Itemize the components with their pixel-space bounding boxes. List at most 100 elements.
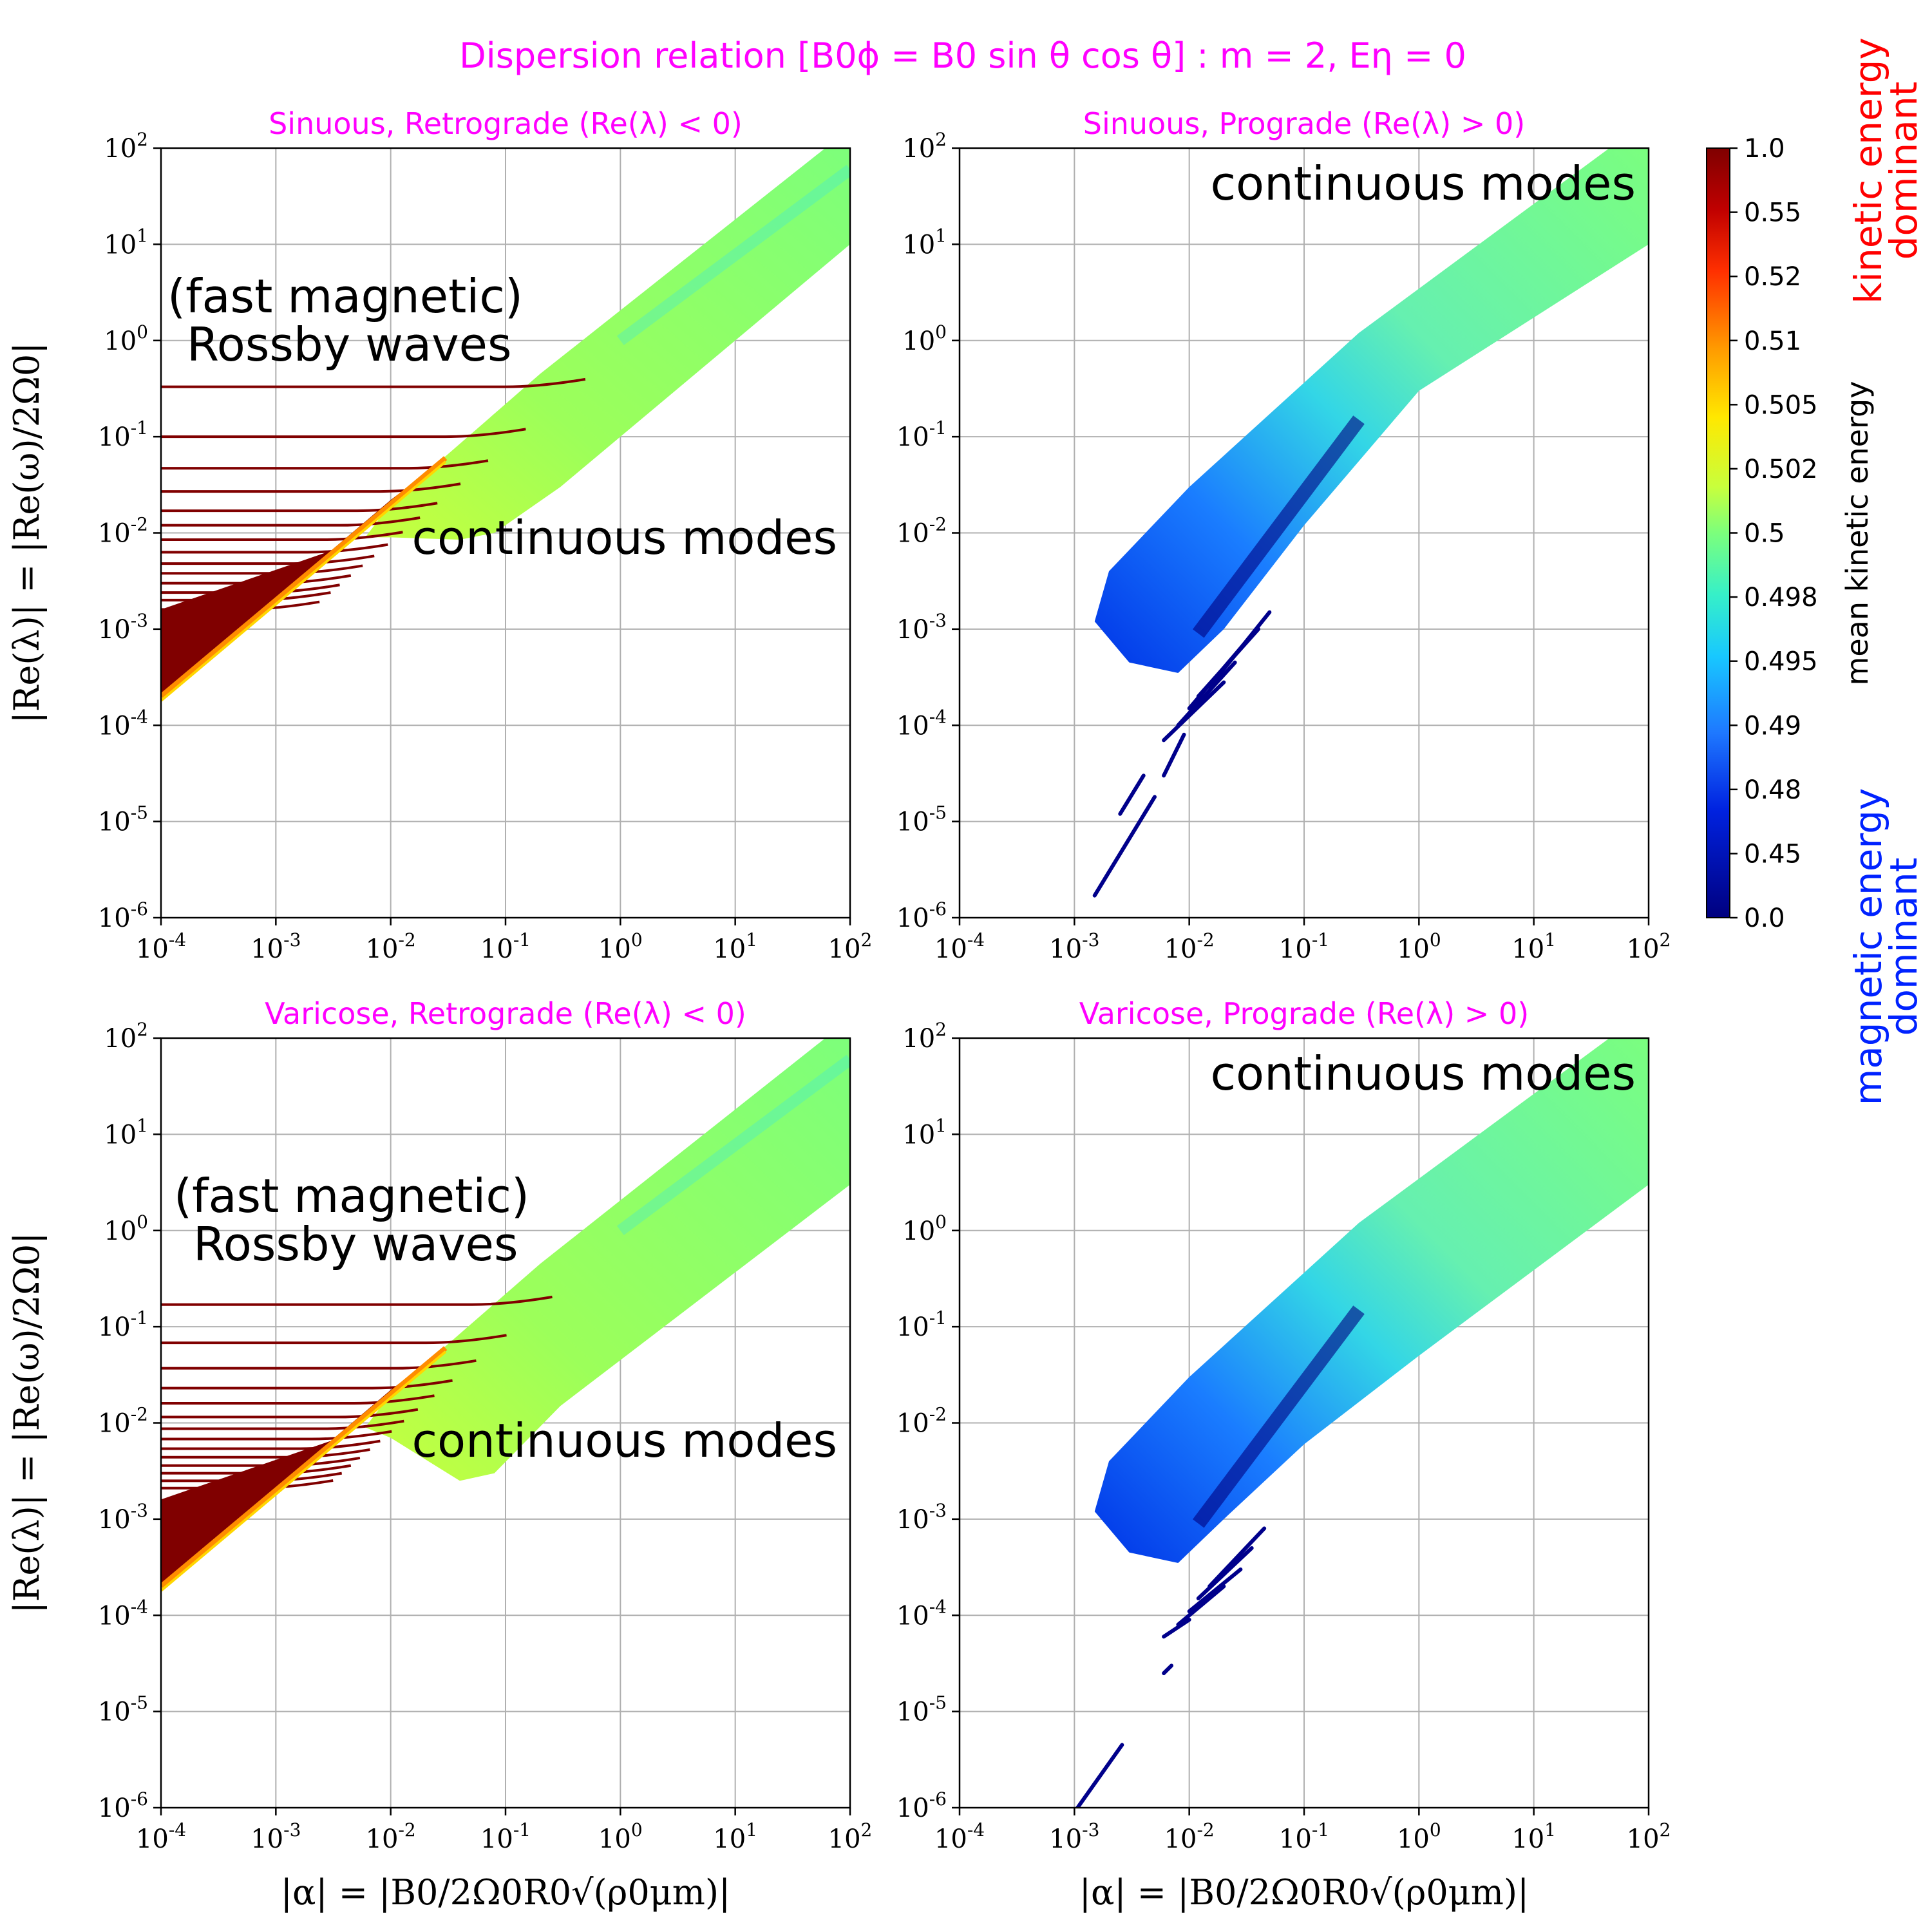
- colorbar-label: mean kinetic energy: [1840, 381, 1875, 686]
- y-tick-label: 10-2: [98, 1404, 148, 1439]
- axis-ticks: 10-4 10-3 10-2 10-1 100 101 102 10-6 10-5 10-4 10-…: [896, 129, 1671, 964]
- colorbar-top-label-line1: kinetic energy: [1846, 37, 1890, 303]
- colorbar-tick-label: 0.0: [1744, 904, 1785, 933]
- continuum-band: [365, 148, 850, 540]
- x-tick-label: 100: [598, 1819, 643, 1854]
- rossby-branch-line: [161, 554, 375, 565]
- x-tick-label: 100: [1397, 1819, 1441, 1854]
- annotation-fast-magnetic: (fast magnetic): [174, 1169, 529, 1223]
- rossby-branch-line: [161, 1439, 381, 1450]
- x-tick-label: 10-3: [251, 929, 301, 964]
- x-tick-label: 10-4: [136, 929, 186, 964]
- rossby-branch-line: [161, 377, 586, 388]
- x-tick-label: 100: [598, 929, 643, 964]
- x-tick-label: 10-2: [366, 1819, 416, 1854]
- plot-content: [161, 148, 850, 702]
- y-tick-label: 10-2: [98, 514, 148, 549]
- y-tick-label: 10-5: [98, 802, 148, 837]
- colorbar-tick-label: 0.502: [1744, 455, 1818, 484]
- annotation-continuous-modes: continuous modes: [1210, 156, 1636, 211]
- y-tick-label: 100: [104, 321, 148, 356]
- magnetic-branch-line: [1092, 795, 1157, 898]
- x-tick-label: 101: [713, 929, 757, 964]
- y-tick-label: 10-3: [896, 1500, 947, 1535]
- colorbar-tick-label: 0.52: [1744, 262, 1801, 292]
- x-axis-label: |α| = |B0/2Ω0R0√(ρ0μm)|: [1079, 1872, 1530, 1913]
- panel-3: 10-4 10-3 10-2 10-1 100 101 102 10-6 10-5 10-4 10-…: [6, 996, 872, 1913]
- y-tick-label: 101: [104, 1115, 148, 1150]
- axis-ticks: 10-4 10-3 10-2 10-1 100 101 102 10-6 10-5 10-4 10-…: [98, 1019, 873, 1854]
- colorbar-bottom-label-line1: magnetic energy: [1846, 788, 1890, 1106]
- panel-title: Varicose, Retrograde (Re(λ) < 0): [265, 996, 746, 1031]
- rossby-branch-line: [161, 1379, 453, 1390]
- colorbar-tick-label: 0.495: [1744, 647, 1818, 677]
- y-tick-label: 100: [902, 1211, 947, 1246]
- magnetic-branch-line: [1208, 1526, 1267, 1589]
- magnetic-ridge: [1192, 1305, 1365, 1528]
- plot-content: [1075, 1038, 1649, 1808]
- continuum-streak: [616, 1054, 850, 1235]
- y-axis-label: |Re(λ)| = |Re(ω)/2Ω0|: [6, 343, 47, 724]
- rossby-branch-line: [161, 1295, 553, 1306]
- magnetic-branch-line: [1176, 660, 1237, 728]
- y-tick-label: 101: [902, 225, 947, 260]
- y-tick-label: 10-5: [98, 1692, 148, 1727]
- y-tick-label: 10-2: [896, 1404, 947, 1439]
- colorbar-tick-label: 0.55: [1744, 198, 1801, 228]
- colorbar-tick-label: 0.51: [1744, 327, 1801, 356]
- annotations: continuous modes: [1210, 156, 1636, 211]
- rossby-branch-line: [161, 428, 526, 439]
- magnetic-branch-line: [1075, 1743, 1124, 1808]
- annotation-fast-magnetic: (fast magnetic): [167, 269, 523, 323]
- colorbar-top-label-line2: dominant: [1882, 82, 1926, 260]
- y-tick-label: 100: [104, 1211, 148, 1246]
- y-tick-label: 10-5: [896, 1692, 947, 1727]
- panel-title: Sinuous, Prograde (Re(λ) > 0): [1083, 106, 1525, 141]
- magnetic-branches: [1075, 1526, 1267, 1808]
- panels-group: 10-4 10-3 10-2 10-1 100 101 102 10-6 10-5 10-4 10-…: [6, 106, 1671, 1913]
- rossby-branch-line: [161, 1456, 361, 1467]
- panel-2: 10-4 10-3 10-2 10-1 100 101 102 10-6 10-5 10-4 10-…: [896, 106, 1671, 964]
- continuum-band: [365, 1038, 850, 1481]
- x-tick-label: 102: [828, 1819, 873, 1854]
- magnetic-branch-line: [1187, 1567, 1243, 1614]
- y-tick-label: 10-3: [98, 1500, 148, 1535]
- x-tick-label: 10-1: [1279, 929, 1329, 964]
- y-tick-label: 10-3: [98, 610, 148, 645]
- y-tick-label: 101: [104, 225, 148, 260]
- figure-title: Dispersion relation [B0ϕ = B0 sin θ cos …: [459, 35, 1466, 76]
- y-tick-label: 101: [902, 1115, 947, 1150]
- x-tick-label: 102: [1627, 929, 1671, 964]
- annotation-continuous-modes: continuous modes: [412, 1414, 837, 1468]
- colorbar-bottom-label-line2: dominant: [1882, 858, 1926, 1036]
- x-tick-label: 10-2: [1164, 1819, 1215, 1854]
- y-tick-label: 102: [902, 1019, 947, 1054]
- colorbar-tick-label: 0.5: [1744, 519, 1785, 549]
- x-tick-label: 10-2: [1164, 929, 1215, 964]
- rossby-branch-line: [161, 1394, 435, 1405]
- annotation-rossby-waves: Rossby waves: [193, 1217, 518, 1271]
- y-tick-label: 10-3: [896, 610, 947, 645]
- y-tick-label: 102: [902, 129, 947, 164]
- x-tick-label: 10-1: [480, 929, 531, 964]
- rossby-branch-line: [161, 459, 489, 470]
- annotation-continuous-modes: continuous modes: [1210, 1046, 1636, 1101]
- rossby-branch-line: [161, 1408, 419, 1419]
- y-tick-label: 10-6: [98, 1788, 148, 1823]
- colorbar-tick-label: 0.45: [1744, 839, 1801, 869]
- y-tick-label: 10-1: [98, 1307, 148, 1342]
- magnetic-branches: [1092, 610, 1272, 898]
- colorbar-gradient: [1706, 147, 1730, 918]
- annotations: continuous modes: [1210, 1046, 1636, 1101]
- magnetic-branch-line: [1118, 773, 1146, 816]
- y-tick-label: 102: [104, 1019, 148, 1054]
- colorbar-ticks: 1.0 0.55 0.52 0.51 0.505 0.502 0.5 0.498 0.495 0.…: [1730, 134, 1818, 933]
- x-tick-label: 101: [1511, 1819, 1556, 1854]
- y-tick-label: 10-5: [896, 802, 947, 837]
- y-tick-label: 10-1: [896, 417, 947, 452]
- x-tick-label: 10-3: [1049, 1819, 1099, 1854]
- rossby-branch-line: [161, 543, 388, 554]
- y-axis-label: |Re(λ)| = |Re(ω)/2Ω0|: [6, 1233, 47, 1614]
- x-tick-label: 10-4: [934, 929, 985, 964]
